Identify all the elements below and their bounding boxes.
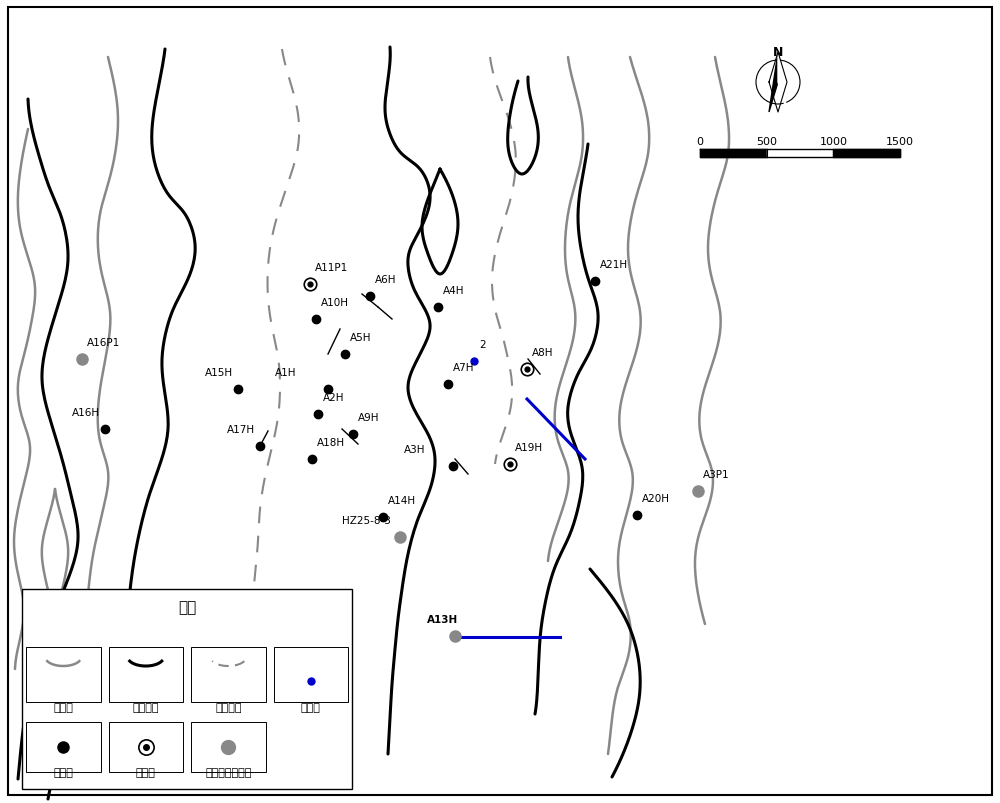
Bar <box>191 722 266 772</box>
Text: 图例: 图例 <box>178 600 196 615</box>
Bar <box>274 647 348 702</box>
Bar <box>109 647 183 702</box>
Text: 渗透性: 渗透性 <box>53 702 73 712</box>
Text: A4H: A4H <box>443 286 465 296</box>
Text: A10H: A10H <box>321 298 349 308</box>
Polygon shape <box>778 53 787 113</box>
Bar <box>22 589 352 789</box>
Text: A20H: A20H <box>642 493 670 503</box>
Text: 采油井: 采油井 <box>53 767 73 777</box>
Text: 1000: 1000 <box>819 137 847 147</box>
Text: A18H: A18H <box>317 438 345 447</box>
Text: 1500: 1500 <box>886 137 914 147</box>
Text: A5H: A5H <box>350 332 372 343</box>
Text: A21H: A21H <box>600 259 628 270</box>
Text: A9H: A9H <box>358 413 380 422</box>
Text: A19H: A19H <box>515 442 543 452</box>
Polygon shape <box>769 53 778 113</box>
Text: N: N <box>773 46 783 59</box>
Text: A13H: A13H <box>427 614 458 624</box>
Text: A1H: A1H <box>275 368 296 377</box>
Text: 注水井: 注水井 <box>301 702 321 712</box>
Text: A16H: A16H <box>72 407 100 418</box>
Text: A3P1: A3P1 <box>703 470 730 479</box>
Text: 非渗透性: 非渗透性 <box>133 702 159 712</box>
Text: 500: 500 <box>756 137 777 147</box>
Text: 评价井: 评价井 <box>136 767 156 777</box>
Text: A6H: A6H <box>375 275 397 284</box>
Bar <box>109 722 183 772</box>
Text: HZ25-8-3: HZ25-8-3 <box>342 516 391 525</box>
Text: A8H: A8H <box>532 348 554 357</box>
Text: A16P1: A16P1 <box>87 337 120 348</box>
Bar <box>26 722 101 772</box>
Text: A7H: A7H <box>453 362 475 373</box>
Text: 0: 0 <box>696 137 704 147</box>
Text: A3H: A3H <box>404 444 425 454</box>
Text: 半渗透性: 半渗透性 <box>215 702 242 712</box>
Text: A11P1: A11P1 <box>315 263 348 273</box>
Text: A2H: A2H <box>323 393 345 402</box>
Text: A17H: A17H <box>227 425 255 434</box>
Text: A15H: A15H <box>205 368 233 377</box>
Text: 领眼井和过路井: 领眼井和过路井 <box>205 767 251 777</box>
Bar <box>26 647 101 702</box>
Text: 2: 2 <box>479 340 486 349</box>
Bar <box>191 647 266 702</box>
Text: A14H: A14H <box>388 495 416 505</box>
